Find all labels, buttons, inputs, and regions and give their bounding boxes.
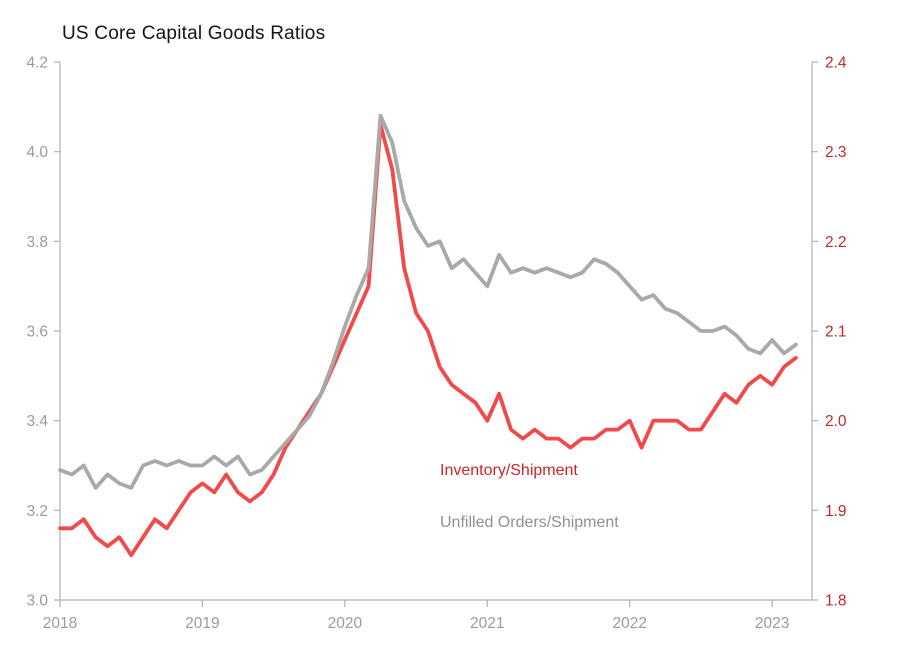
svg-text:3.0: 3.0 bbox=[26, 593, 48, 610]
svg-text:3.8: 3.8 bbox=[26, 234, 48, 251]
right-axis-ticks: 1.8 1.9 2.0 2.1 2.2 2.3 2.4 bbox=[812, 55, 847, 610]
svg-text:2.0: 2.0 bbox=[825, 413, 847, 430]
svg-text:2.3: 2.3 bbox=[825, 144, 847, 161]
svg-text:2021: 2021 bbox=[470, 615, 504, 632]
svg-text:1.9: 1.9 bbox=[825, 503, 847, 520]
svg-text:2018: 2018 bbox=[43, 615, 77, 632]
series-label-unfilled: Unfilled Orders/Shipment bbox=[440, 514, 619, 531]
series-line-unfilled-orders-shipment bbox=[58, 113, 798, 490]
svg-text:2020: 2020 bbox=[328, 615, 363, 632]
svg-text:2023: 2023 bbox=[755, 615, 789, 632]
chart-title: US Core Capital Goods Ratios bbox=[62, 23, 326, 44]
svg-text:1.8: 1.8 bbox=[825, 593, 847, 610]
svg-text:4.2: 4.2 bbox=[26, 55, 48, 72]
svg-text:2.2: 2.2 bbox=[825, 234, 847, 251]
svg-text:3.2: 3.2 bbox=[26, 503, 48, 520]
svg-text:4.0: 4.0 bbox=[26, 144, 48, 161]
svg-text:2.1: 2.1 bbox=[825, 324, 847, 341]
series-label-inventory: Inventory/Shipment bbox=[440, 462, 578, 479]
svg-text:2019: 2019 bbox=[185, 615, 219, 632]
svg-text:3.4: 3.4 bbox=[26, 413, 48, 430]
left-axis-ticks: 3.0 3.2 3.4 3.6 3.8 4.0 4.2 bbox=[26, 55, 60, 610]
svg-text:3.6: 3.6 bbox=[26, 324, 48, 341]
series-line-inventory-shipment bbox=[58, 122, 798, 558]
svg-text:2.4: 2.4 bbox=[825, 55, 847, 72]
x-axis-ticks: 2018 2019 2020 2021 2022 2023 bbox=[43, 600, 789, 632]
svg-text:2022: 2022 bbox=[612, 615, 646, 632]
